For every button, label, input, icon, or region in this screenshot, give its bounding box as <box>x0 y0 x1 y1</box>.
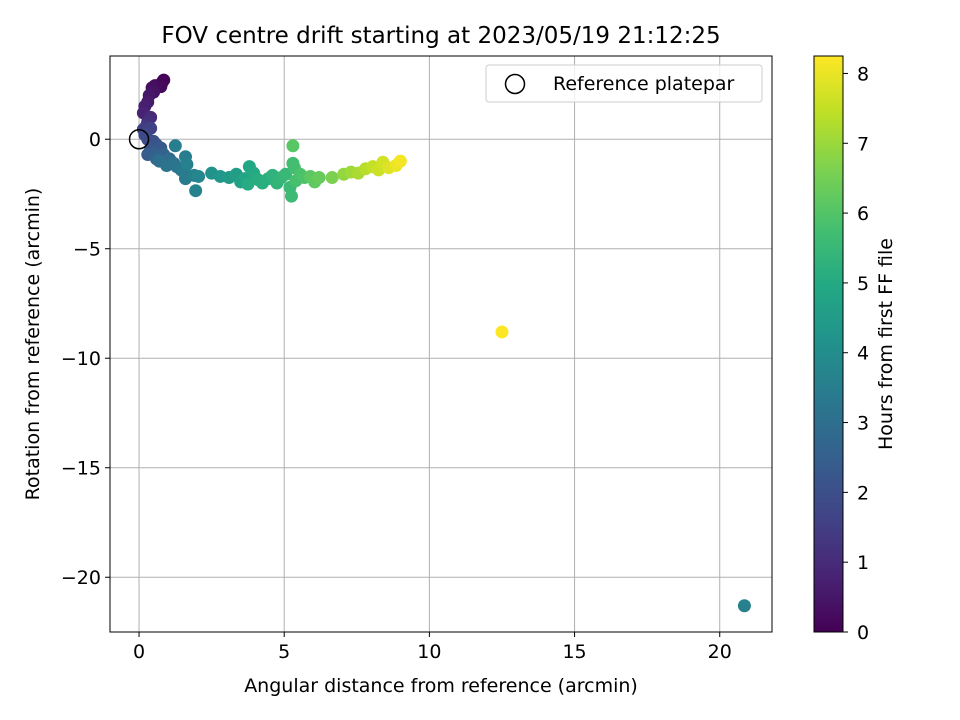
data-point-63 <box>286 139 300 153</box>
colorbar-tick-label-1: 1 <box>857 552 869 574</box>
x-axis-ticks: 0 5 10 15 20 <box>133 632 732 663</box>
data-point-36 <box>180 157 194 171</box>
data-point-66 <box>312 171 326 185</box>
chart-title: FOV centre drift starting at 2023/05/19 … <box>161 23 720 49</box>
colorbar-label: Hours from first FF file <box>875 238 897 450</box>
colorbar-tick-label-7: 7 <box>857 133 869 155</box>
legend: Reference platepar <box>485 64 763 103</box>
y-tick-label-0: 0 <box>89 129 101 151</box>
data-point-57 <box>284 189 298 203</box>
colorbar-tick-label-0: 0 <box>857 622 869 644</box>
reference-marker <box>128 128 150 150</box>
x-tick-label-3: 15 <box>562 641 586 663</box>
colorbar <box>813 55 844 633</box>
x-tick-label-4: 20 <box>708 641 732 663</box>
reference-platepar-point <box>128 128 150 150</box>
legend-box <box>485 64 763 103</box>
y-tick-label-4: −20 <box>61 567 101 589</box>
data-point-34 <box>168 139 182 153</box>
colorbar-tick-label-2: 2 <box>857 482 869 504</box>
plot-frame <box>109 55 773 633</box>
data-point-38 <box>189 184 203 198</box>
data-point-77 <box>393 154 407 168</box>
y-axis-label: Rotation from reference (arcmin) <box>22 188 44 501</box>
legend-marker-open-circle <box>504 73 526 95</box>
colorbar-tick-label-6: 6 <box>857 203 869 225</box>
data-point-39 <box>192 169 206 183</box>
scatter-points <box>136 73 751 613</box>
x-axis-label: Angular distance from reference (arcmin) <box>244 675 638 697</box>
y-tick-label-3: −15 <box>61 458 101 480</box>
legend-label: Reference platepar <box>553 73 735 95</box>
data-point-79 <box>737 599 751 613</box>
x-tick-label-2: 10 <box>417 641 441 663</box>
y-tick-label-1: −5 <box>73 239 101 261</box>
colorbar-tick-label-4: 4 <box>857 343 869 365</box>
data-point-67 <box>325 171 339 185</box>
y-tick-label-2: −10 <box>61 348 101 370</box>
data-point-29 <box>160 159 174 173</box>
data-point-48 <box>241 177 255 191</box>
colorbar-tick-label-3: 3 <box>857 413 869 435</box>
colorbar-ticks: 0 1 2 3 4 5 6 7 8 <box>843 63 869 644</box>
y-axis-ticks: 0 −5 −10 −15 −20 <box>61 129 110 589</box>
data-point-78 <box>495 325 509 339</box>
grid <box>110 56 772 632</box>
x-tick-label-1: 5 <box>278 641 290 663</box>
x-tick-label-0: 0 <box>133 641 145 663</box>
colorbar-tick-label-8: 8 <box>857 63 869 85</box>
colorbar-tick-label-5: 5 <box>857 273 869 295</box>
